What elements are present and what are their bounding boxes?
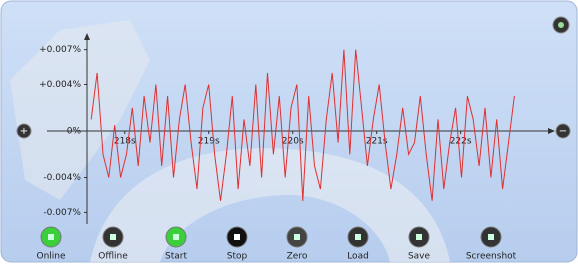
button-label: Screenshot (466, 252, 517, 262)
y-tick-label: -0.007% (43, 208, 81, 218)
zoom-in-icon: + (20, 126, 28, 137)
app-window: +0.007%+0.004%0%-0.004%-0.007%218s219s22… (0, 0, 578, 263)
button-label: Zero (287, 252, 308, 262)
button-label: Save (408, 252, 431, 262)
x-tick-label: 220s (282, 137, 304, 147)
settings-icon (558, 22, 564, 28)
button-icon (488, 234, 494, 240)
button-icon (416, 234, 422, 240)
y-tick-label: +0.007% (39, 45, 81, 55)
x-tick-label: 222s (450, 137, 472, 147)
button-label: Start (165, 252, 187, 262)
y-tick-label: -0.004% (43, 173, 81, 183)
button-icon (294, 234, 300, 240)
button-label: Load (347, 252, 369, 262)
button-icon (234, 234, 240, 240)
zoom-out-icon: − (559, 126, 567, 137)
button-icon (48, 234, 54, 240)
button-icon (110, 234, 116, 240)
button-label: Stop (227, 252, 248, 262)
y-tick-label: +0.004% (39, 80, 81, 90)
button-icon (355, 234, 361, 240)
button-label: Online (36, 252, 65, 262)
button-label: Offline (98, 252, 128, 262)
button-icon (173, 234, 179, 240)
y-tick-label: 0% (67, 127, 82, 137)
